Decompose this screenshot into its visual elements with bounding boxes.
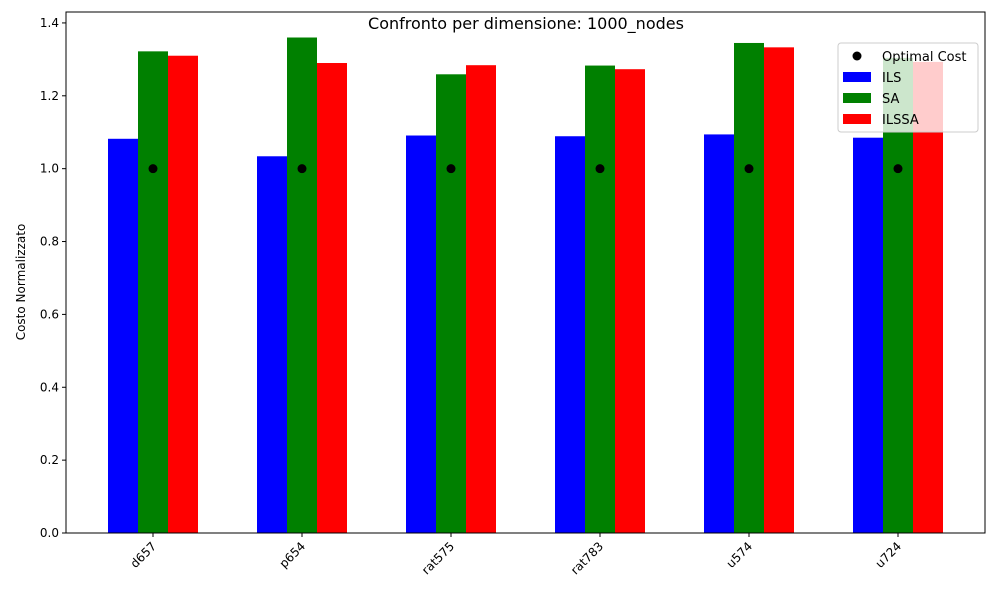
- x-tick-label: rat783: [568, 539, 606, 577]
- chart-title: Confronto per dimensione: 1000_nodes: [368, 14, 684, 34]
- optimal-marker-rat783: [595, 164, 605, 174]
- bar-sa-p654: [287, 37, 317, 533]
- y-tick-label: 1.4: [40, 16, 59, 30]
- bar-sa-rat575: [436, 74, 466, 534]
- y-tick-label: 1.0: [40, 162, 59, 176]
- optimal-marker-rat575: [446, 164, 456, 174]
- x-axis: d657 p654 rat575 rat783 u574 u724: [128, 533, 904, 577]
- optimal-marker-d657: [148, 164, 158, 174]
- bars: [108, 37, 943, 534]
- bar-ils-u724: [853, 137, 883, 533]
- legend-swatch-sa: [843, 93, 871, 103]
- y-tick-label: 1.2: [40, 89, 59, 103]
- y-axis-label: Costo Normalizzato: [14, 224, 28, 341]
- y-axis: 0.0 0.2 0.4 0.6 0.8 1.0 1.2 1.4: [40, 16, 66, 540]
- legend-label: Optimal Cost: [882, 50, 966, 65]
- bar-ilssa-u574: [764, 47, 794, 533]
- plot-frame: [65, 11, 986, 534]
- bar-ilssa-d657: [168, 55, 198, 534]
- bar-ilssa-p654: [317, 63, 347, 534]
- bar-ils-u574: [704, 134, 734, 533]
- optimal-marker-u574: [744, 164, 754, 174]
- bar-ils-rat575: [406, 135, 436, 533]
- legend-swatch-ils: [843, 72, 871, 82]
- legend-marker-optimal: [852, 51, 862, 61]
- y-tick-label: 0.4: [40, 380, 59, 394]
- legend-label: SA: [882, 92, 899, 107]
- bar-ilssa-rat783: [615, 69, 645, 534]
- bar-ils-rat783: [555, 136, 585, 533]
- x-tick-label: u574: [724, 539, 755, 570]
- x-tick-label: p654: [277, 539, 308, 570]
- y-tick-label: 0.0: [40, 526, 59, 540]
- bar-ils-d657: [108, 138, 138, 533]
- optimal-markers: [148, 164, 903, 174]
- legend-box: [837, 42, 979, 133]
- x-tick-label: rat575: [419, 539, 457, 577]
- y-tick-label: 0.2: [40, 453, 59, 467]
- y-tick-label: 0.6: [40, 307, 59, 321]
- bar-ilssa-u724: [913, 61, 943, 533]
- optimal-marker-u724: [893, 164, 903, 174]
- x-tick-label: u724: [873, 539, 904, 570]
- bar-sa-u724: [883, 57, 913, 534]
- legend-label: ILSSA: [882, 113, 919, 128]
- legend-swatch-ilssa: [843, 114, 871, 124]
- optimal-marker-p654: [297, 164, 307, 174]
- bar-sa-d657: [138, 51, 168, 533]
- legend-label: ILS: [882, 71, 901, 86]
- bar-ils-p654: [257, 156, 287, 533]
- x-tick-label: d657: [128, 539, 159, 570]
- y-tick-label: 0.8: [40, 235, 59, 249]
- bar-ilssa-rat575: [466, 65, 496, 534]
- bar-sa-u574: [734, 42, 764, 533]
- bar-sa-rat783: [585, 65, 615, 533]
